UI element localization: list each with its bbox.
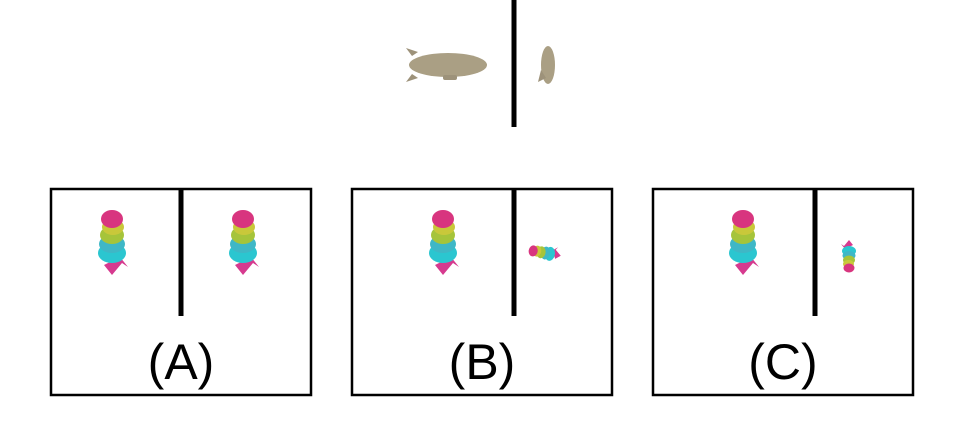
option-a[interactable]: (A) (49, 187, 313, 397)
object (527, 242, 563, 263)
reference (406, 0, 555, 127)
option-frame (651, 187, 915, 397)
object (98, 210, 128, 275)
blimp-front (538, 46, 555, 84)
object (841, 240, 856, 273)
option-label: (C) (748, 334, 817, 390)
option-c[interactable]: (C) (651, 187, 915, 397)
object (729, 210, 759, 275)
object (229, 210, 259, 275)
option-label: (A) (148, 334, 215, 390)
option-label: (B) (449, 334, 516, 390)
blimp-side (406, 48, 487, 82)
option-frame (350, 187, 614, 397)
option-b[interactable]: (B) (350, 187, 614, 397)
object (429, 210, 459, 275)
